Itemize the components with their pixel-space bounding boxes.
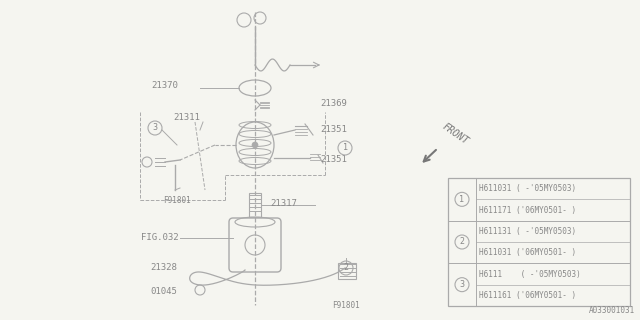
Text: A033001031: A033001031 [589, 306, 635, 315]
Text: H611131 ( -'05MY0503): H611131 ( -'05MY0503) [479, 227, 576, 236]
Text: 2: 2 [344, 263, 349, 273]
Text: 21369: 21369 [320, 99, 347, 108]
Text: 21317: 21317 [270, 198, 297, 207]
Text: 21370: 21370 [151, 82, 178, 91]
Text: H611171 ('06MY0501- ): H611171 ('06MY0501- ) [479, 205, 576, 214]
Text: F91801: F91801 [163, 196, 191, 205]
Text: F91801: F91801 [332, 300, 360, 309]
Text: 01045: 01045 [150, 286, 177, 295]
Text: H6111    ( -'05MY0503): H6111 ( -'05MY0503) [479, 269, 580, 278]
Text: H611031 ( -'05MY0503): H611031 ( -'05MY0503) [479, 184, 576, 193]
Text: FRONT: FRONT [440, 121, 470, 146]
Bar [448, 178, 630, 306]
Text: 21351: 21351 [320, 125, 347, 134]
Text: 1: 1 [342, 143, 348, 153]
Text: H611031 ('06MY0501- ): H611031 ('06MY0501- ) [479, 248, 576, 257]
Text: H611161 ('06MY0501- ): H611161 ('06MY0501- ) [479, 291, 576, 300]
Text: 3: 3 [152, 124, 157, 132]
Text: 2: 2 [460, 237, 465, 246]
Bar [249, 193, 261, 217]
Text: 21351: 21351 [320, 156, 347, 164]
Circle shape [252, 142, 258, 148]
Text: 1: 1 [460, 195, 465, 204]
Bar [338, 263, 356, 279]
Text: 21328: 21328 [150, 262, 177, 271]
Text: FIG.032: FIG.032 [141, 234, 179, 243]
Text: 21311: 21311 [173, 114, 200, 123]
Text: 3: 3 [460, 280, 465, 289]
